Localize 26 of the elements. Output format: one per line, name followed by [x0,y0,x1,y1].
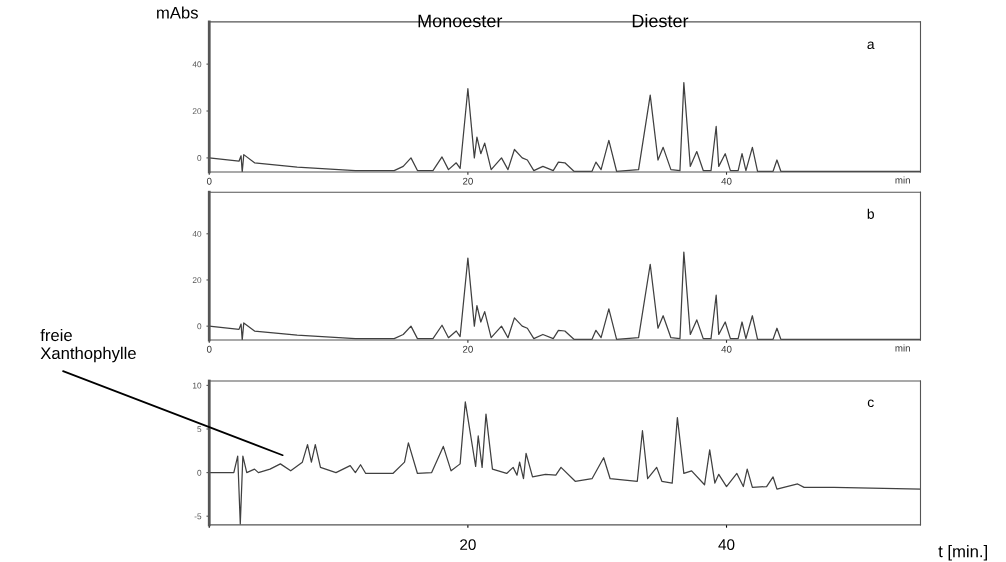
text: freie Xanthophylle [40,328,136,363]
y-tick-label: -5 [194,513,202,520]
y-tick-label: 20 [192,277,202,284]
y-tick-label: 0 [197,155,202,162]
annotation: Diester [632,14,689,28]
x-tick-label: 40 [721,177,732,185]
y-axis-title: mAbs [157,6,198,19]
x-tick-label: 40 [721,345,732,353]
x-axis-title: min [895,344,910,352]
y-tick-label: 40 [192,61,202,68]
y-tick-label: 40 [192,230,202,237]
y-tick-label: 20 [192,108,202,115]
y-tick-label: 10 [192,382,202,389]
text: b [867,208,874,219]
x-axis-title: min [895,176,910,184]
x-tick-label: 0 [206,177,212,185]
text: c [867,399,874,408]
y-tick-label: 5 [197,426,202,433]
x-tick-label: 20 [462,345,473,353]
annotation: Monoester [418,14,503,28]
y-tick-label: 0 [197,323,202,330]
y-tick-label: 0 [197,469,202,476]
text: a [867,41,875,50]
x-tick-label: 20 [462,177,473,185]
x-tick-label: 0 [206,345,212,353]
x-axis-title: t [min.] [938,545,987,561]
